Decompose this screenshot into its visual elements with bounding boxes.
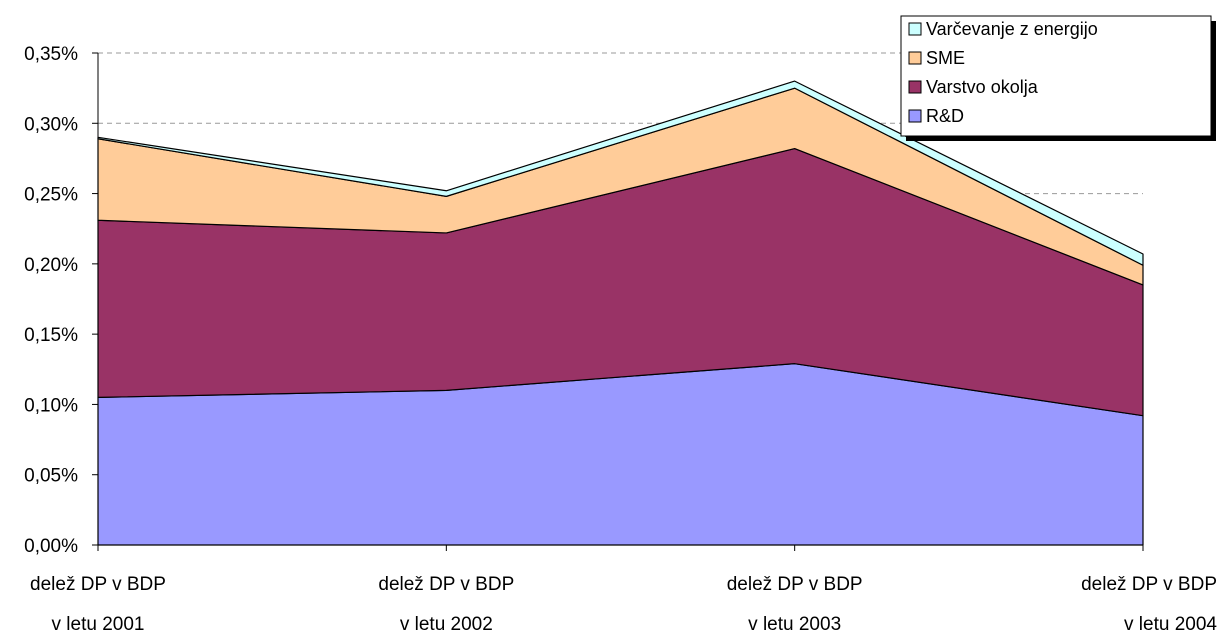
legend-swatch-r-d [908,109,922,123]
area-series [97,80,1144,546]
y-tick-label: 0,25% [24,185,78,206]
y-axis-ticks: 0,00% 0,05% 0,10% 0,15% 0,20% 0,25% 0,30% 0,35% [24,44,98,557]
legend: Varčevanje z energijo SME Varstvo okolja R&… [900,15,1216,141]
legend-label-sme: SME [926,48,965,68]
legend-box [900,15,1212,137]
y-tick-label: 0,10% [24,395,78,416]
axes [97,53,1143,546]
y-tick-label: 0,05% [24,466,78,487]
y-tick-label: 0,30% [24,114,78,135]
x-tick-label: delež DP v BDP v letu 2003 [727,574,863,635]
x-axis-ticks: delež DP v BDP v letu 2001 delež DP v BDP v… [30,545,1217,635]
legend-label-var-evanje-z-energijo: Varčevanje z energijo [926,19,1098,39]
x-tick-label: delež DP v BDP v letu 2002 [378,574,514,635]
legend-swatch-var-evanje-z-energijo [908,22,922,36]
x-tick-label: delež DP v BDP v letu 2001 [30,574,166,635]
legend-swatch-sme [908,51,922,65]
legend-label-varstvo-okolja: Varstvo okolja [926,77,1039,97]
y-tick-label: 0,20% [24,255,78,276]
x-tick-label: delež DP v BDP v letu 2004 [1081,574,1217,635]
y-tick-label: 0,35% [24,44,78,65]
y-tick-label: 0,00% [24,536,78,557]
legend-label-r-d: R&D [926,106,964,126]
area-var-evanje-z-energijo [97,80,1144,266]
y-tick-label: 0,15% [24,325,78,346]
legend-swatch-varstvo-okolja [908,80,922,94]
